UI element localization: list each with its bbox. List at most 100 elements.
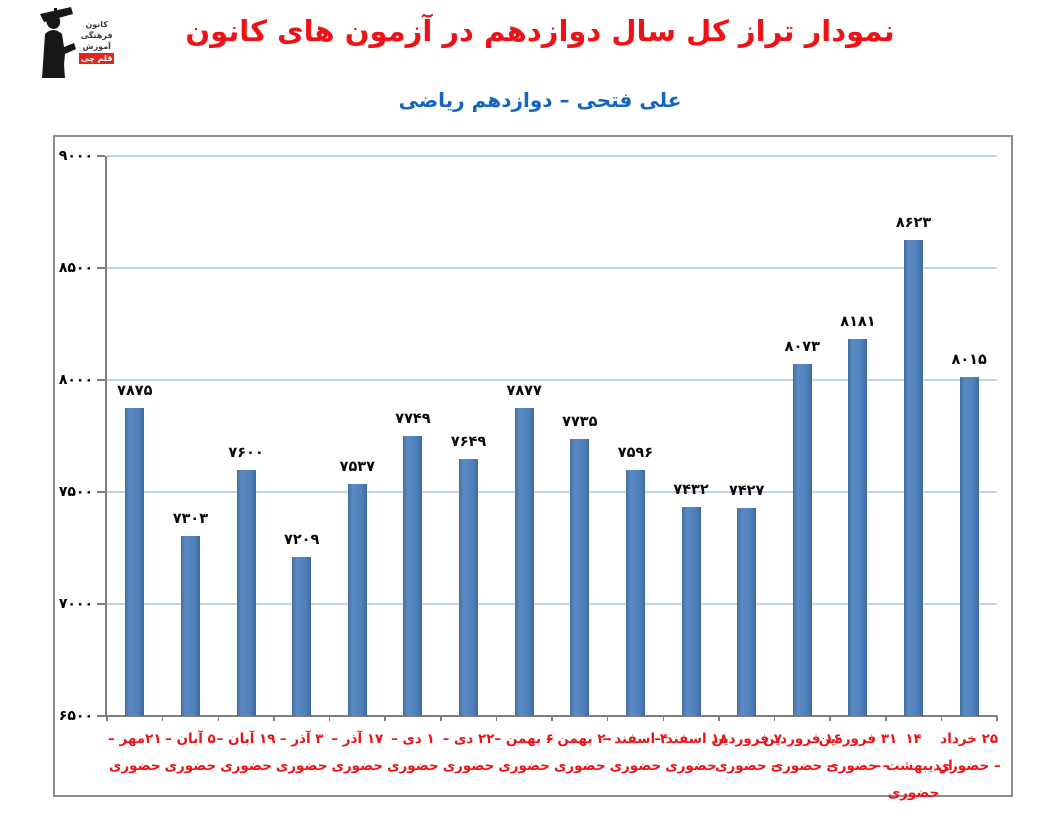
x-axis-category-label: ۳ آذر – حضوری [256,726,348,780]
x-axis-label-line: – حضوری [715,758,779,774]
x-axis-label-line: اردیبهشت – [874,758,953,774]
x-axis-tick-mark [996,716,998,721]
x-axis-label-line: حضوری [220,758,272,774]
bar [625,470,645,716]
bar [292,557,312,716]
bar-value-label: ۷۶۴۹ [450,433,487,450]
bar-value-label: ۷۳۰۳ [172,511,209,528]
bar [737,508,757,716]
x-axis-label-line: ۷ فروردین [711,731,782,747]
bar-value-label: ۷۵۹۶ [617,445,654,462]
y-axis-tick-label: ۷۰۰۰ [58,596,93,612]
x-axis-category-label: ۲۵ خرداد – حضوری [923,726,1015,780]
gridline [107,603,997,605]
x-axis-category-label: ۵ آبان – حضوری [144,726,236,780]
x-axis-tick-mark [773,716,776,721]
y-axis-tick-label: ۸۵۰۰ [58,260,93,276]
y-axis-tick-mark [97,715,105,717]
y-axis-tick-label: ۶۵۰۰ [58,708,93,724]
bar-value-label: ۸۱۸۱ [840,314,876,331]
x-axis-label-line: حضوری [331,758,384,774]
y-axis-tick-mark [97,379,105,381]
y-axis-tick-label: ۷۵۰۰ [58,484,93,500]
graduate-figure-icon [40,7,76,78]
logo-line-1: کانون [85,20,108,29]
bar-value-label: ۸۰۱۵ [951,351,987,368]
x-axis-category-label: ۶ بهمن – حضوری [478,726,570,780]
gridline [107,155,997,157]
logo-badge: قلم چی [79,53,115,64]
bar-value-label: ۷۷۳۵ [562,414,598,431]
bar-value-label: ۷۲۰۹ [283,532,320,549]
x-axis-label-line: ۳۱ فروردین [818,731,898,747]
bar [125,408,145,716]
bar-value-label: ۷۸۷۵ [117,383,153,399]
x-axis-label-line: حضوری [609,758,662,774]
logo-line-3: آموزش [82,42,111,51]
x-axis-line [105,715,997,717]
x-axis-tick-mark [161,716,164,721]
x-axis-tick-mark [885,716,887,721]
bar-value-label: ۷۷۴۹ [395,411,431,428]
kanoon-logo: کانون فرهنگی آموزش قلم چی [32,4,116,80]
x-axis-label-line: ۱۶ فروردین [762,731,842,747]
x-axis-category-label: ۴ اسفند – حضوری [589,726,681,780]
x-axis-label-line: ۱ دی – [391,731,435,747]
x-axis-category-label: ۱۶ فروردین – حضوری [756,726,848,780]
gridline [107,491,997,493]
bar [681,507,701,716]
x-axis-tick-mark [440,716,442,721]
x-axis-tick-mark [273,716,275,721]
x-axis-label-line: ۲۲ دی – [442,731,495,747]
plot-area: ۶۵۰۰ ۷۰۰۰ ۷۵۰۰ ۸۰۰۰ ۸۵۰۰ ۹۰۰۰ ۷۸۷۵ ۲۱مهر – حضوری… [59,148,1001,801]
bar-value-label: ۷۴۲۷ [728,483,765,500]
x-axis-label-line: حضوری [498,758,550,774]
y-axis-tick-mark [97,491,105,493]
y-axis-tick-mark [97,267,105,269]
chart-subtitle: علی فتحی – دوازدهم ریاضی [398,88,682,112]
y-axis-tick-mark [97,603,105,605]
x-axis-label-line: ۲۰ بهمن – [545,731,614,747]
x-axis-label-line: حضوری [108,758,161,774]
x-axis-category-label: ۲۱مهر – حضوری [89,726,181,780]
chart-title: نمودار تراز کل سال دوازدهم در آزمون های … [185,14,895,48]
x-axis-tick-mark [718,716,720,721]
x-axis-tick-mark [495,716,498,721]
x-axis-tick-mark [662,716,664,721]
x-axis-label-line: ۱۸ اسفند – [654,731,728,747]
y-axis-line [105,156,107,716]
logo-line-2: فرهنگی [80,31,113,40]
x-axis-tick-mark [551,716,553,721]
bar [459,458,479,716]
x-axis-label-line: – حضوری [826,758,890,774]
x-axis-label-line: حضوری [442,758,495,774]
x-axis-label-line: – حضوری [937,758,1001,774]
x-axis-label-line: – حضوری [770,758,834,774]
bar [792,363,812,716]
y-axis-tick-label: ۹۰۰۰ [58,148,93,164]
x-axis-tick-mark [829,716,831,721]
bar [959,376,979,716]
x-axis-label-line: حضوری [275,758,328,774]
bar-value-label: ۸۰۷۳ [784,338,821,355]
x-axis-tick-mark [384,716,386,721]
bar [347,483,367,716]
x-axis-tick-mark [106,716,108,721]
x-axis-label-line: ۱۴ [905,731,922,747]
x-axis-category-label: ۷ فروردین – حضوری [701,726,793,780]
x-axis-tick-mark [328,716,331,721]
x-axis-label-line: ۲۵ خرداد [940,731,999,747]
x-axis-label-line: ۱۹ آبان – [216,731,276,747]
x-axis-category-label: ۱۷ آذر – حضوری [311,726,403,780]
y-axis-tick-mark [97,155,105,157]
x-axis-category-label: ۲۰ بهمن – حضوری [534,726,626,780]
bar-value-label: ۸۶۲۳ [895,215,932,232]
x-axis-label-line: ۳ آذر – [279,731,324,747]
x-axis-category-label: ۳۱ فروردین – حضوری [812,726,904,780]
x-axis-label-line: ۵ آبان – [165,731,216,747]
bar [570,439,590,716]
x-axis-category-label: ۱۹ آبان – حضوری [200,726,292,780]
bar-value-label: ۷۴۳۲ [673,482,709,499]
logo-text: کانون فرهنگی آموزش قلم چی [79,20,115,64]
x-axis-label-line: ۴ اسفند – [602,731,669,747]
